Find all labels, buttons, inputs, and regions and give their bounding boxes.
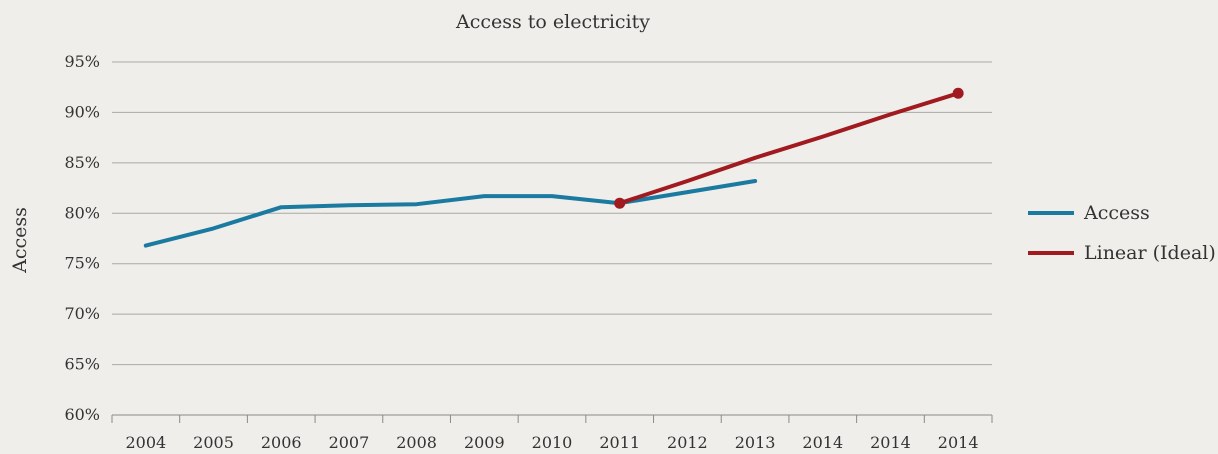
- x-tick-label: 2008: [396, 433, 437, 452]
- series-line-1: [143, 179, 758, 248]
- y-tick-label: 90%: [64, 102, 100, 121]
- legend-label: Access: [1083, 202, 1150, 224]
- series-marker: [614, 197, 626, 209]
- x-tick-label: 2014: [870, 433, 911, 452]
- legend: Access Linear (Ideal): [1028, 202, 1216, 264]
- chart-title: Access to electricity: [455, 11, 650, 33]
- y-tick-label: 65%: [64, 355, 100, 374]
- x-tick-label: 2004: [125, 433, 166, 452]
- y-tick-labels: 60% 65% 70% 75% 80% 85% 90% 95%: [64, 52, 100, 424]
- x-tick-label: 2005: [193, 433, 234, 452]
- x-tick-label: 2009: [464, 433, 505, 452]
- series-lines: [143, 87, 964, 248]
- legend-label: Linear (Ideal): [1084, 242, 1216, 264]
- x-tick-label: 2012: [667, 433, 708, 452]
- y-tick-label: 75%: [64, 254, 100, 273]
- series-marker: [952, 87, 964, 99]
- y-tick-label: 60%: [64, 405, 100, 424]
- x-tick-label: 2010: [532, 433, 573, 452]
- y-tick-label: 85%: [64, 153, 100, 172]
- grid-lines: [112, 61, 992, 366]
- x-tick-label: 2006: [261, 433, 302, 452]
- y-tick-label: 95%: [64, 52, 100, 71]
- x-tick-label: 2014: [938, 433, 979, 452]
- x-tick-label: 2011: [599, 433, 640, 452]
- series-line-2: [617, 91, 961, 206]
- y-tick-label: 80%: [64, 203, 100, 222]
- y-tick-label: 70%: [64, 304, 100, 323]
- x-tick-label: 2007: [329, 433, 370, 452]
- x-tick-label: 2013: [735, 433, 776, 452]
- x-axis: 2004 2005 2006 2007 2008 2009 2010 2011 2012 2013…: [111, 414, 993, 452]
- y-axis-label: Access: [9, 207, 31, 274]
- x-tick-label: 2014: [802, 433, 843, 452]
